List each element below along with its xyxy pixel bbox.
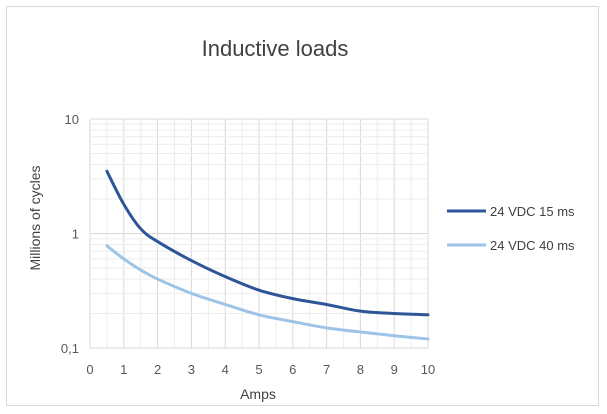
- tick-labels: 0 1 2 3 4 5 6 7 8 9 10 0,1 1 10: [61, 112, 435, 377]
- series-line-2: [105, 244, 430, 341]
- series-line-1: [105, 169, 430, 317]
- x-tick-label: 8: [357, 362, 364, 377]
- x-tick-label: 0: [86, 362, 93, 377]
- y-tick-label: 0,1: [61, 341, 79, 356]
- legend-label-1: 24 VDC 15 ms: [490, 204, 575, 219]
- legend: 24 VDC 15 ms 24 VDC 40 ms: [447, 204, 575, 253]
- chart-title: Inductive loads: [202, 36, 349, 61]
- x-tick-label: 7: [323, 362, 330, 377]
- x-axis-title: Amps: [240, 386, 276, 402]
- series-lines: [105, 169, 430, 341]
- x-tick-label: 1: [120, 362, 127, 377]
- x-tick-label: 2: [154, 362, 161, 377]
- x-tick-label: 10: [421, 362, 435, 377]
- y-tick-label: 10: [65, 112, 79, 127]
- y-axis-title: Millions of cycles: [27, 165, 43, 270]
- legend-label-2: 24 VDC 40 ms: [490, 238, 575, 253]
- x-tick-label: 9: [391, 362, 398, 377]
- grid: [89, 118, 429, 349]
- chart-frame: [6, 6, 599, 406]
- x-tick-label: 3: [188, 362, 195, 377]
- x-tick-label: 6: [289, 362, 296, 377]
- x-tick-label: 4: [222, 362, 229, 377]
- x-tick-label: 5: [255, 362, 262, 377]
- y-tick-label: 1: [72, 227, 79, 242]
